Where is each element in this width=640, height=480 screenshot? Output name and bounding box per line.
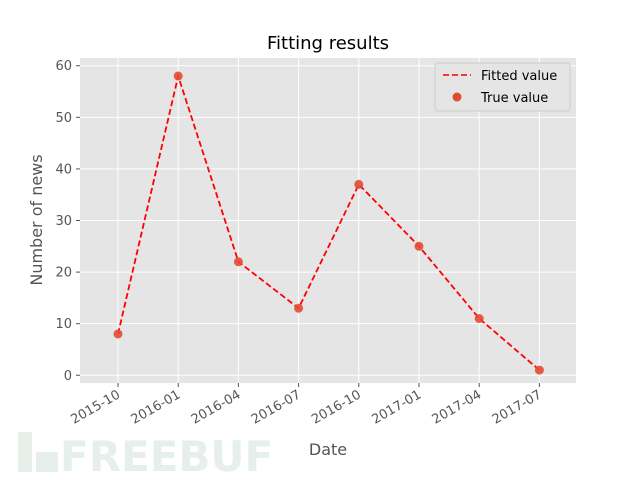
y-tick-label: 20 xyxy=(55,266,72,281)
x-tick-label: 2016-10 xyxy=(309,387,364,427)
legend-true-marker-icon xyxy=(452,92,462,102)
grid-lines xyxy=(80,58,576,383)
x-tick-label: 2015-10 xyxy=(68,387,123,427)
scatter-point-true-value xyxy=(113,329,123,339)
legend-true-label: True value xyxy=(480,91,548,106)
watermark-text: FREEBUF xyxy=(60,432,273,480)
legend: Fitted value True value xyxy=(434,62,571,112)
y-axis-ticks: 0 10 20 30 40 50 60 xyxy=(55,59,80,384)
series-layer xyxy=(113,71,544,375)
chart-title: Fitting results xyxy=(267,33,389,54)
y-tick-label: 60 xyxy=(55,59,72,74)
scatter-point-true-value xyxy=(173,71,183,81)
scatter-point-true-value xyxy=(534,365,544,375)
series-line-fitted-value xyxy=(117,72,540,371)
y-tick-label: 10 xyxy=(55,317,72,332)
legend-box xyxy=(434,62,571,112)
x-tick-label: 2016-04 xyxy=(189,387,244,427)
x-tick-label: 2017-04 xyxy=(430,387,485,427)
x-tick-label: 2016-01 xyxy=(129,387,184,427)
y-tick-label: 50 xyxy=(55,111,72,126)
watermark-logo-block-2 xyxy=(36,452,58,472)
y-tick-label: 40 xyxy=(55,162,72,177)
x-tick-label: 2017-01 xyxy=(369,387,424,427)
scatter-point-true-value xyxy=(414,241,424,251)
scatter-point-true-value xyxy=(354,179,364,189)
y-tick-label: 0 xyxy=(64,369,72,384)
scatter-point-true-value xyxy=(474,314,484,324)
watermark-logo: FREEBUF xyxy=(18,432,273,480)
watermark-logo-block-1 xyxy=(18,432,32,472)
x-axis-label: Date xyxy=(309,440,347,459)
scatter-point-true-value xyxy=(233,257,243,267)
x-axis-ticks: 2015-10 2016-01 2016-04 2016-07 2016-10 2017-… xyxy=(68,383,544,428)
x-tick-label: 2017-07 xyxy=(490,387,545,427)
legend-fitted-label: Fitted value xyxy=(481,69,557,84)
y-tick-label: 30 xyxy=(55,214,72,229)
scatter-point-true-value xyxy=(294,303,304,313)
x-tick-label: 2016-07 xyxy=(249,387,304,427)
y-axis-label: Number of news xyxy=(27,154,46,285)
